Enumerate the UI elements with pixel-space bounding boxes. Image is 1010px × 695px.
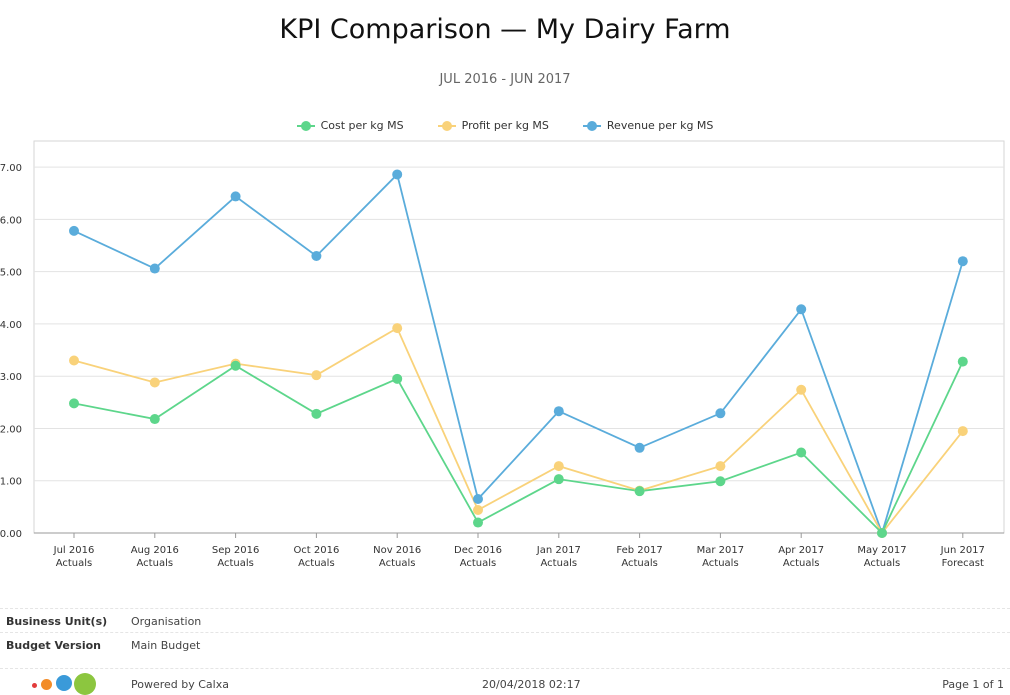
data-point-profit-per-kg-ms: [553, 461, 564, 472]
x-tick-sublabel: Actuals: [702, 558, 739, 569]
data-point-profit-per-kg-ms: [69, 355, 79, 366]
data-point-revenue-per-kg-ms: [473, 494, 483, 505]
x-tick-label: Aug 2016: [131, 545, 179, 556]
report-title: KPI Comparison — My Dairy Farm: [279, 14, 731, 45]
x-tick-label: Oct 2016: [293, 545, 339, 556]
legend-marker-cost: [296, 120, 315, 131]
data-point-profit-per-kg-ms: [392, 323, 403, 334]
x-tick-label: Feb 2017: [616, 545, 662, 556]
business-units-value: Organisation: [131, 615, 202, 628]
data-point-profit-per-kg-ms: [149, 377, 160, 388]
data-point-revenue-per-kg-ms: [311, 250, 322, 261]
y-tick-label: 3.00: [0, 372, 22, 383]
footer-row-business-units: Business Unit(s) Organisation: [0, 608, 1010, 633]
data-point-revenue-per-kg-ms: [634, 442, 645, 453]
x-tick-label: Jul 2016: [53, 545, 95, 556]
data-point-revenue-per-kg-ms: [957, 256, 968, 267]
business-units-label: Business Unit(s): [6, 615, 108, 628]
x-tick-label: Dec 2016: [454, 545, 502, 556]
x-tick-label: May 2017: [857, 545, 906, 556]
powered-by-text: Powered by Calxa: [131, 678, 229, 691]
data-point-profit-per-kg-ms: [957, 426, 968, 437]
data-point-cost-per-kg-ms: [149, 414, 160, 425]
legend-marker-revenue: [582, 120, 601, 131]
x-tick-label: Apr 2017: [778, 545, 824, 556]
data-point-cost-per-kg-ms: [230, 360, 241, 371]
x-tick-label: Mar 2017: [697, 545, 745, 556]
x-tick-sublabel: Actuals: [217, 558, 254, 569]
data-point-profit-per-kg-ms: [473, 505, 483, 516]
legend-marker-profit: [437, 120, 456, 131]
plot-area: [33, 140, 1005, 534]
x-tick-sublabel: Actuals: [137, 558, 174, 569]
data-point-cost-per-kg-ms: [392, 373, 403, 384]
data-point-cost-per-kg-ms: [311, 408, 322, 419]
data-point-profit-per-kg-ms: [311, 370, 322, 381]
legend-item-profit[interactable]: Profit per kg MS: [437, 119, 549, 132]
x-tick-sublabel: Actuals: [621, 558, 658, 569]
legend-item-cost[interactable]: Cost per kg MS: [296, 119, 404, 132]
report-bottom-bar: Powered by Calxa 20/04/2018 02:17 Page 1…: [0, 668, 1010, 695]
x-tick-sublabel: Actuals: [864, 558, 901, 569]
x-tick-sublabel: Actuals: [56, 558, 93, 569]
x-tick-sublabel: Actuals: [460, 558, 497, 569]
x-tick-sublabel: Actuals: [298, 558, 335, 569]
data-point-cost-per-kg-ms: [957, 356, 968, 367]
series-line-profit-per-kg-ms: [73, 326, 964, 535]
x-tick-sublabel: Actuals: [783, 558, 820, 569]
x-tick-label: Jun 2017: [940, 545, 985, 556]
y-tick-label: 5.00: [0, 268, 22, 279]
legend-item-revenue[interactable]: Revenue per kg MS: [582, 119, 714, 132]
x-tick-sublabel: Actuals: [379, 558, 416, 569]
budget-version-value: Main Budget: [131, 639, 201, 652]
data-point-cost-per-kg-ms: [553, 474, 564, 485]
x-tick-label: Sep 2016: [212, 545, 259, 556]
y-tick-label: 4.00: [0, 320, 22, 331]
y-tick-label: 7.00: [0, 163, 22, 174]
data-point-revenue-per-kg-ms: [796, 304, 807, 315]
legend-label-cost: Cost per kg MS: [320, 119, 404, 132]
page-indicator: Page 1 of 1: [942, 678, 1004, 691]
data-point-cost-per-kg-ms: [715, 476, 726, 487]
data-point-revenue-per-kg-ms: [230, 191, 241, 202]
data-point-revenue-per-kg-ms: [69, 225, 79, 236]
data-point-revenue-per-kg-ms: [553, 406, 564, 417]
legend-label-profit: Profit per kg MS: [461, 119, 549, 132]
data-point-cost-per-kg-ms: [634, 486, 645, 497]
data-point-profit-per-kg-ms: [796, 384, 807, 395]
data-point-revenue-per-kg-ms: [149, 263, 160, 274]
budget-version-label: Budget Version: [6, 639, 102, 652]
y-tick-label: 1.00: [0, 477, 22, 488]
footer-row-budget-version: Budget Version Main Budget: [0, 632, 1010, 657]
series-line-cost-per-kg-ms: [73, 361, 964, 535]
data-point-cost-per-kg-ms: [796, 447, 807, 458]
data-point-cost-per-kg-ms: [473, 517, 483, 528]
chart-legend: Cost per kg MS Profit per kg MS Revenue …: [0, 119, 1010, 132]
y-tick-label: 0.00: [0, 529, 22, 540]
data-point-profit-per-kg-ms: [715, 461, 726, 472]
report-timestamp: 20/04/2018 02:17: [482, 678, 581, 691]
data-point-revenue-per-kg-ms: [392, 169, 403, 180]
x-tick-label: Jan 2017: [536, 545, 581, 556]
data-point-cost-per-kg-ms: [877, 528, 887, 538]
x-tick-sublabel: Actuals: [541, 558, 578, 569]
y-tick-label: 2.00: [0, 424, 22, 435]
data-point-cost-per-kg-ms: [69, 398, 79, 409]
report-period: JUL 2016 - JUN 2017: [439, 72, 571, 87]
y-tick-label: 6.00: [0, 215, 22, 226]
data-point-revenue-per-kg-ms: [715, 408, 726, 419]
x-tick-label: Nov 2016: [373, 545, 421, 556]
kpi-line-chart: 0.00 1.00 2.00 3.00 4.00 5.00 6.00 7.00 Jul 2016…: [0, 140, 1005, 569]
series-line-revenue-per-kg-ms: [73, 172, 964, 536]
x-tick-sublabel: Forecast: [942, 558, 984, 569]
legend-label-revenue: Revenue per kg MS: [606, 119, 714, 132]
